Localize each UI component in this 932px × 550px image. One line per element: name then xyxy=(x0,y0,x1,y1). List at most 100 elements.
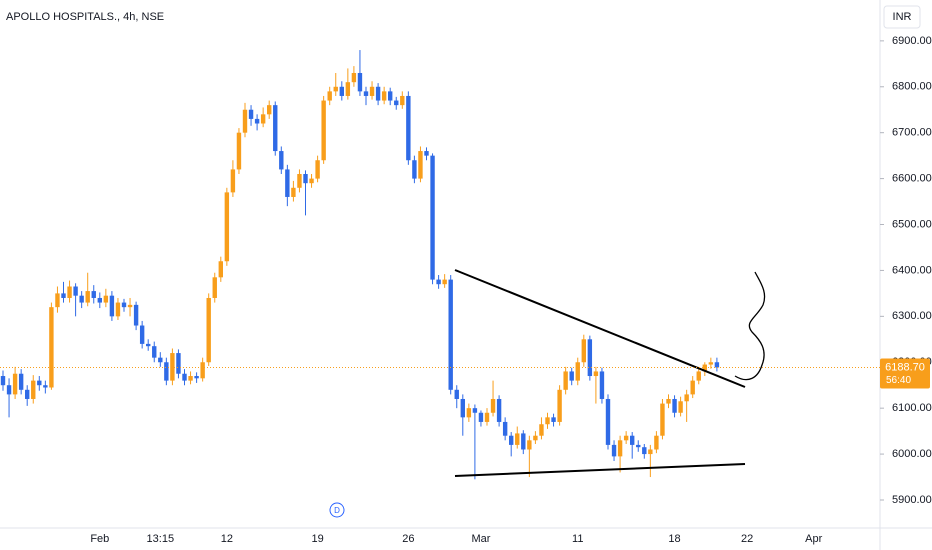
candle-body xyxy=(702,364,707,372)
last-price-box xyxy=(880,358,930,389)
candle-body xyxy=(121,302,127,308)
candle-body xyxy=(12,373,18,395)
candle-body xyxy=(61,293,66,298)
x-tick-label: 12 xyxy=(221,533,233,545)
y-tick-label: 5900.00 xyxy=(892,494,932,506)
candle-body xyxy=(327,91,332,101)
candle-body xyxy=(545,417,550,425)
candle-body xyxy=(254,118,260,124)
candle-body xyxy=(55,293,60,308)
candle-body xyxy=(636,444,641,448)
candle-body xyxy=(139,325,145,344)
y-tick-label: 6100.00 xyxy=(892,402,932,414)
candle-body xyxy=(369,86,375,96)
candle-body xyxy=(672,398,677,413)
candle-body xyxy=(103,295,109,303)
candle-body xyxy=(279,151,284,170)
candle-body xyxy=(623,435,629,441)
candle-body xyxy=(206,297,211,363)
candle-body xyxy=(690,380,695,395)
candle-body xyxy=(273,105,278,152)
trendline-lower xyxy=(454,463,746,477)
candle-body xyxy=(696,371,701,381)
candle-body xyxy=(460,398,465,418)
event-marker[interactable]: D xyxy=(334,506,340,515)
x-tick-label: 18 xyxy=(668,533,680,545)
candle-body xyxy=(345,82,351,96)
candle-body xyxy=(714,362,720,368)
candle-body xyxy=(49,307,54,388)
candle-body xyxy=(224,192,230,262)
candle-body xyxy=(91,291,96,298)
candle-body xyxy=(587,339,593,377)
candle-body xyxy=(617,440,623,457)
candle-body xyxy=(412,160,417,179)
candle-body xyxy=(388,91,393,101)
candle-body xyxy=(448,279,453,390)
candle-body xyxy=(242,109,248,133)
candle-body xyxy=(484,412,490,422)
currency-box[interactable] xyxy=(883,5,921,29)
candle-body xyxy=(115,302,121,317)
candle-body xyxy=(67,286,72,298)
candle-body xyxy=(218,261,223,278)
candle-body xyxy=(333,86,338,92)
x-tick-label: 22 xyxy=(741,533,753,545)
x-tick-label: Mar xyxy=(471,533,490,545)
y-tick-label: 6000.00 xyxy=(892,448,932,460)
candle-body xyxy=(182,373,187,381)
candle-body xyxy=(400,95,405,106)
candle-body xyxy=(466,408,472,418)
x-tick-label: Feb xyxy=(90,533,109,545)
candle-body xyxy=(97,297,102,303)
x-tick-label: Apr xyxy=(805,533,822,545)
candle-body xyxy=(375,86,381,101)
candle-body xyxy=(533,435,538,441)
candle-body xyxy=(478,412,484,422)
candle-body xyxy=(406,95,411,161)
candle-body xyxy=(509,435,514,445)
candle-body xyxy=(654,435,659,450)
candle-body xyxy=(31,380,36,399)
last-price-label: 6188.70 xyxy=(885,361,925,373)
candle-body xyxy=(660,403,665,436)
candle-body xyxy=(575,362,580,381)
y-tick-label: 6300.00 xyxy=(892,310,932,322)
candle-body xyxy=(37,380,42,386)
y-tick-label: 6600.00 xyxy=(892,173,932,185)
candle-body xyxy=(581,339,586,363)
candle-body xyxy=(515,433,520,445)
candle-body xyxy=(436,279,441,285)
candle-body xyxy=(6,385,12,395)
candle-body xyxy=(127,304,133,308)
candle-body xyxy=(321,100,326,161)
candle-body xyxy=(43,385,48,388)
candle-body xyxy=(230,169,236,193)
event-marker-badge[interactable] xyxy=(329,502,345,518)
candle-body xyxy=(496,398,502,422)
candle-body xyxy=(146,343,151,347)
candle-body xyxy=(430,155,435,280)
candle-body xyxy=(297,174,302,188)
candle-body xyxy=(176,353,181,374)
candle-body xyxy=(642,447,647,455)
candle-body xyxy=(79,295,84,303)
candle-body xyxy=(418,151,423,179)
candle-body xyxy=(158,357,163,363)
candle-body xyxy=(539,424,544,436)
y-tick-label: 6400.00 xyxy=(892,264,932,276)
candle-body xyxy=(381,91,387,101)
x-tick-label: 26 xyxy=(402,533,414,545)
candle-body xyxy=(73,286,78,296)
candle-body xyxy=(442,279,447,285)
candle-body xyxy=(648,449,653,455)
candles xyxy=(0,50,720,480)
candle-body xyxy=(708,362,714,365)
candle-body xyxy=(25,389,30,399)
y-tick-label: 6700.00 xyxy=(892,127,932,139)
currency[interactable]: INR xyxy=(893,11,912,23)
candle-body xyxy=(605,398,611,445)
candle-body xyxy=(152,346,157,358)
